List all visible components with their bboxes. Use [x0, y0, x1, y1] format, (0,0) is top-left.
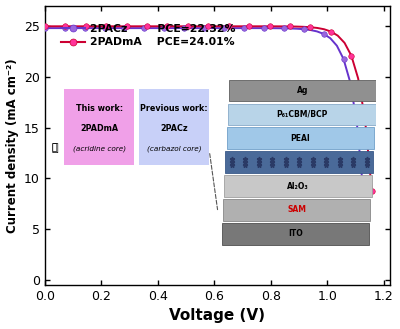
- X-axis label: Voltage (V): Voltage (V): [169, 309, 265, 323]
- Text: 👍: 👍: [52, 143, 57, 153]
- Text: 💥: 💥: [51, 143, 58, 153]
- Legend: 2PACz        PCE=22.32%, 2PADmA    PCE=24.01%: 2PACz PCE=22.32%, 2PADmA PCE=24.01%: [57, 19, 240, 52]
- Y-axis label: Current density (mA cm⁻²): Current density (mA cm⁻²): [6, 58, 18, 233]
